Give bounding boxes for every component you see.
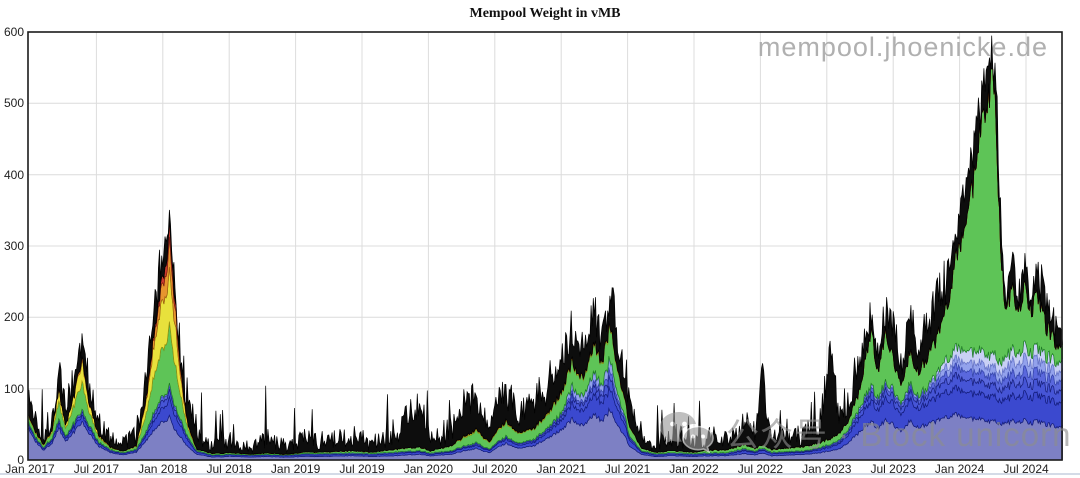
wechat-icon [660, 412, 714, 454]
y-tick-label: 200 [3, 310, 24, 325]
x-tick-label: Jan 2017 [5, 462, 55, 476]
x-tick-label: Jul 2023 [870, 462, 916, 476]
y-tick-label: 500 [3, 96, 24, 111]
x-tick-label: Jul 2019 [339, 462, 385, 476]
x-tick-label: Jan 2020 [403, 462, 454, 476]
y-tick-label: 400 [3, 167, 24, 182]
x-tick-label: Jan 2024 [934, 462, 985, 476]
x-tick-label: Jul 2020 [472, 462, 518, 476]
x-tick-label: Jul 2017 [73, 462, 120, 476]
y-tick-label: 600 [3, 25, 24, 39]
chart-title: Mempool Weight in vMB [469, 6, 621, 21]
y-tick-label: 0 [17, 453, 24, 467]
x-tick-label: Jan 2022 [669, 462, 719, 476]
y-tick-label: 300 [3, 239, 24, 253]
x-tick-label: Jan 2019 [270, 462, 321, 476]
site-watermark: mempool.jhoenicke.de [757, 32, 1048, 62]
wechat-watermark-text: 公众号 · Block unicorn [726, 416, 1072, 453]
y-tick-label: 100 [3, 381, 24, 396]
x-tick-label: Jul 2021 [604, 462, 651, 476]
x-tick-label: Jan 2021 [536, 462, 586, 476]
bottom-divider [0, 473, 1080, 475]
wechat-watermark: 公众号 · Block unicorn [658, 408, 1071, 456]
x-tick-label: Jan 2023 [802, 462, 852, 476]
x-tick-label: Jul 2018 [206, 462, 252, 476]
x-tick-label: Jul 2022 [737, 462, 784, 476]
x-tick-label: Jul 2024 [1003, 462, 1049, 476]
x-tick-label: Jan 2018 [138, 462, 188, 476]
plot-frame [27, 31, 1063, 461]
